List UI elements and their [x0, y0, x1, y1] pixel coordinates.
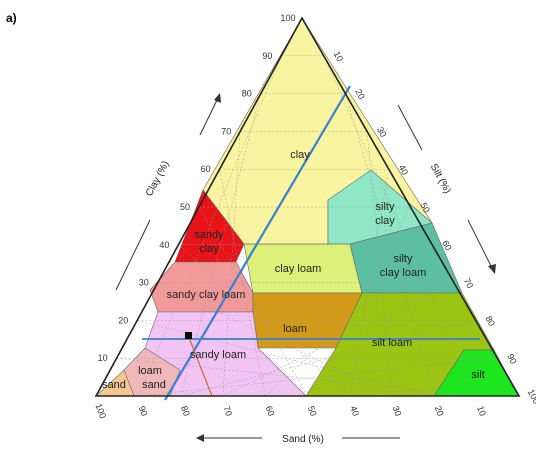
sand-tick-label: 50 [306, 405, 319, 418]
label-clay: clay [290, 149, 310, 161]
sand-arrow-head-icon [196, 434, 204, 442]
sample-marker [185, 332, 192, 339]
silt-tick-label: 100 [526, 388, 536, 406]
silt-axis-title: Silt (%) [428, 162, 453, 196]
grid-line [157, 282, 393, 397]
grid-line [180, 320, 476, 397]
sand-axis-ticks: 100 90 80 70 60 50 40 30 20 10 [94, 402, 488, 420]
label-silt: silt [471, 369, 484, 381]
silt-axis-arrow [467, 219, 493, 269]
label-sandy-clay-2: clay [199, 243, 219, 255]
label-sandy-clay-1: sandy [194, 229, 224, 241]
label-silty-clay-loam-1: silty [394, 253, 413, 265]
grid-line [116, 357, 477, 397]
silt-tick-label: 10 [332, 50, 346, 64]
label-sandy-loam: sandy loam [190, 349, 246, 361]
clay-axis-title: Clay (%) [144, 159, 172, 198]
grid-line [180, 93, 262, 397]
silt-tick-label: 90 [505, 352, 519, 366]
silt-tick-label: 20 [353, 87, 367, 101]
clay-tick-label: 70 [221, 126, 231, 136]
label-silty-clay-1: silty [376, 201, 395, 213]
grid-line [137, 320, 435, 397]
clay-tick-label: 80 [242, 89, 252, 99]
sand-tick-label: 80 [179, 405, 192, 418]
clay-tick-label: 90 [262, 51, 272, 61]
grid-line [265, 244, 433, 397]
grid-line [138, 357, 498, 397]
sand-tick-label: 40 [348, 405, 361, 418]
label-loam: loam [283, 323, 307, 335]
silt-tick-label: 70 [462, 276, 476, 290]
clay-axis-ticks: 10 20 30 40 50 60 70 80 90 100 [98, 13, 296, 363]
silt-tick-label: 50 [418, 201, 432, 215]
silt-tick-label: 80 [483, 314, 497, 328]
silt-tick-label: 40 [397, 163, 411, 177]
sand-tick-label: 100 [94, 402, 109, 420]
clay-tick-label: 20 [118, 315, 128, 325]
label-silty-clay-2: clay [375, 215, 395, 227]
clay-axis-line [115, 219, 151, 291]
sand-tick-label: 30 [391, 405, 404, 418]
label-clay-loam: clay loam [275, 263, 321, 275]
clay-tick-label: 10 [98, 353, 108, 363]
clay-tick-label: 30 [139, 278, 149, 288]
sand-tick-label: 10 [475, 405, 488, 418]
clay-tick-label: 40 [159, 240, 169, 250]
grid-line [198, 206, 308, 397]
silt-tick-label: 60 [440, 239, 454, 253]
sand-tick-label: 60 [264, 405, 277, 418]
label-silt-loam: silt loam [372, 337, 412, 349]
region-loam [252, 292, 363, 349]
clay-tick-label: 60 [201, 164, 211, 174]
label-loamy-sand-2: sand [142, 379, 166, 391]
grid-line [366, 131, 393, 397]
silt-axis-ticks: 10 20 30 40 50 60 70 80 90 100 [332, 50, 536, 406]
clay-axis-arrow [199, 97, 219, 136]
sand-tick-label: 90 [137, 405, 150, 418]
label-silty-clay-loam-2: clay loam [380, 267, 426, 279]
overlay-line-diagonal [164, 85, 351, 401]
label-loamy-sand-1: loam [138, 365, 162, 377]
silt-arrow-head-icon [488, 264, 496, 274]
clay-tick-label: 100 [280, 13, 295, 23]
overlay-line-guide [187, 334, 213, 397]
silt-axis-line [397, 104, 423, 151]
panel-label: a) [6, 11, 17, 25]
sand-axis-title: Sand (%) [282, 434, 324, 445]
clay-arrow-head-icon [214, 93, 221, 103]
label-sandy-clay-loam: sandy clay loam [167, 289, 246, 301]
label-sand: sand [102, 379, 126, 391]
clay-tick-label: 50 [180, 202, 190, 212]
silt-tick-label: 30 [375, 125, 389, 139]
sand-tick-label: 70 [221, 405, 234, 418]
triangle-outline [94, 16, 521, 397]
sand-tick-label: 20 [433, 405, 446, 418]
